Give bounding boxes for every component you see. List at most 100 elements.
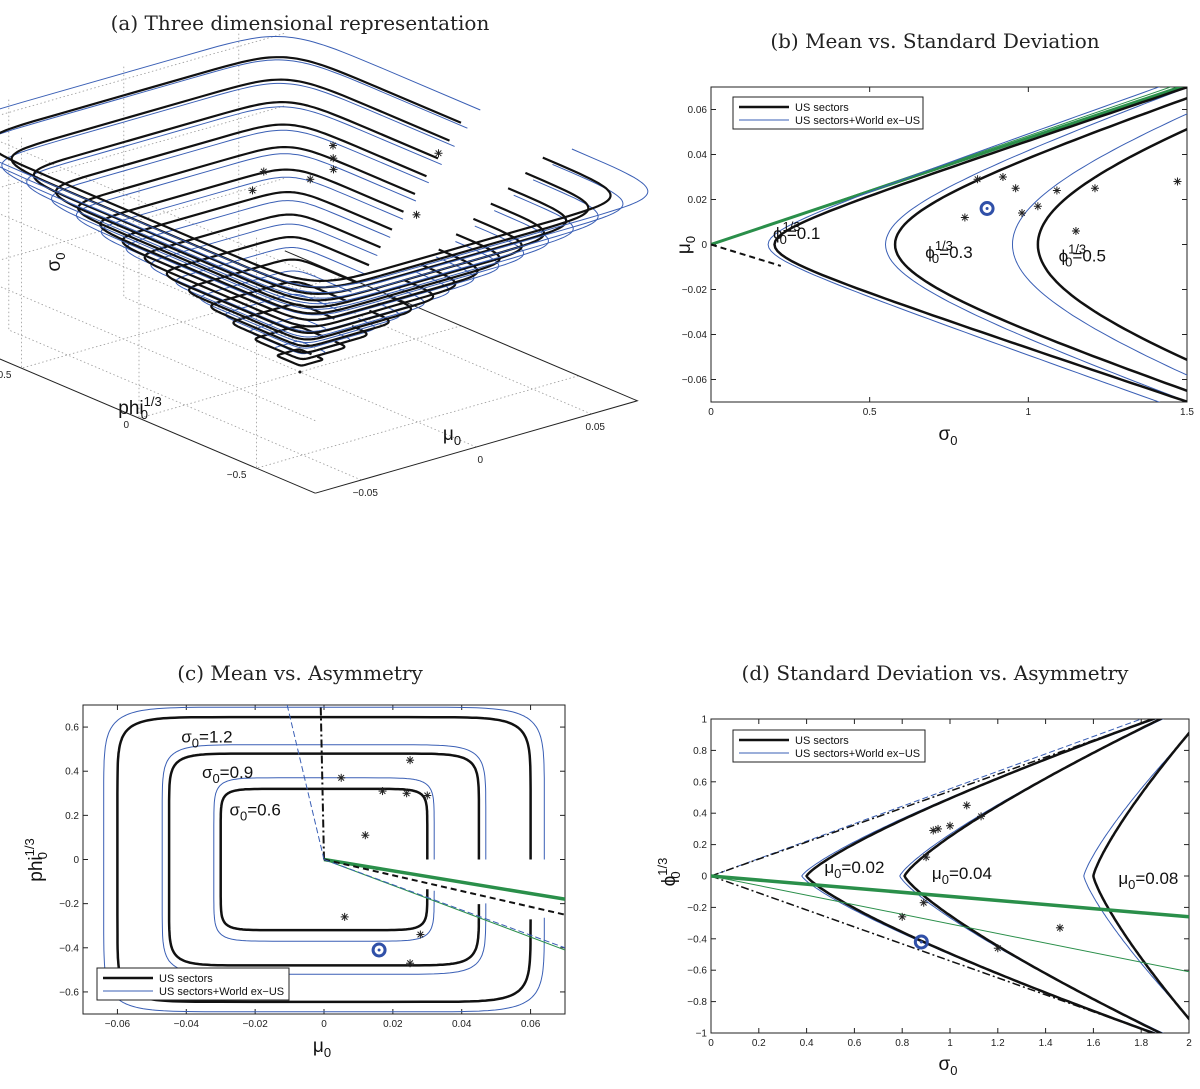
- sector-point: [259, 167, 268, 176]
- sector-point: [946, 821, 954, 830]
- y-tick-label: −1: [696, 1029, 708, 1040]
- ring-us: [188, 258, 412, 341]
- x-tick-label: 1: [1026, 407, 1032, 418]
- x-tick-label: 1: [947, 1038, 953, 1049]
- sector-point: [973, 175, 982, 184]
- x-tick-label: 1.5: [1180, 407, 1194, 418]
- contour-us-0.9: [167, 752, 481, 967]
- x-tick-label: −0.06: [105, 1019, 131, 1030]
- y-tick-label: −0.2: [59, 899, 79, 910]
- ring-world: [0, 36, 649, 288]
- curve-us-0.02: [805, 719, 1157, 1033]
- curve-label-0: ϕ1/3 0=0.1: [773, 219, 820, 247]
- curve-label-2: μ0=0.08: [1118, 869, 1178, 892]
- legend-entry-world: US sectors+World ex−US: [795, 115, 920, 127]
- x-tick-label: 2: [1186, 1038, 1192, 1049]
- sector-point: [416, 930, 425, 939]
- y-tick-label: −0.6: [687, 966, 707, 977]
- y-tick-label: 1: [701, 715, 707, 726]
- contour-label-2: σ0=0.6: [229, 800, 280, 823]
- curve-label-1: μ0=0.04: [932, 864, 992, 887]
- curve-world-2: [1011, 113, 1187, 376]
- contour-label-1: σ0=0.9: [202, 763, 253, 786]
- panel-c-mean-vs-asymmetry: −0.06 −0.04 −0.02 0 0.02 0.04 0.06 −0.6 −0.4 −0.2…: [22, 704, 566, 1060]
- lower-dashed: [711, 243, 782, 267]
- legend-entry-world: US sectors+World ex−US: [795, 748, 920, 760]
- y-tick-label: 0.6: [65, 723, 79, 734]
- ring-world: [0, 59, 624, 294]
- caption-d: (d) Standard Deviation vs. Asymmetry: [742, 661, 1130, 685]
- ring-us: [0, 56, 612, 283]
- sector-point: [329, 141, 337, 150]
- x-tick-label: 0.5: [863, 407, 877, 418]
- y-axis-label: μ0: [674, 236, 698, 254]
- x-tick-label: 0.6: [847, 1038, 861, 1049]
- legend-box: [732, 96, 924, 130]
- legend-box: [96, 967, 290, 1001]
- dashed-blue: [286, 705, 325, 860]
- sector-point: [434, 149, 443, 158]
- y-tick-label: −0.2: [687, 903, 707, 914]
- sector-point: [406, 756, 415, 765]
- sector-point: [1017, 209, 1026, 217]
- curve-us-0.04: [903, 719, 1164, 1033]
- panel-d-sd-vs-asymmetry: 0 0.2 0.4 0.6 0.8 1 1.2 1.4 1.6 1.8 2 −1 −0.8 −0.6 −0.…: [655, 715, 1192, 1079]
- contour-label-0: σ0=1.2: [181, 728, 232, 751]
- ring-us: [121, 191, 479, 321]
- y-tick-label: 0: [701, 240, 707, 251]
- curve-world-0: [767, 87, 1161, 402]
- y-tick-label: −0.06: [682, 375, 708, 386]
- contour-us-1.2: [116, 715, 532, 1004]
- grid-line: [0, 177, 316, 422]
- sector-point: [934, 824, 943, 833]
- green-thick: [323, 857, 565, 901]
- legend-entry-us: US sectors: [795, 102, 849, 114]
- curve-us-2: [1036, 127, 1187, 362]
- mu-tick-label: 0: [477, 455, 483, 466]
- curve-world-0.08: [1083, 733, 1189, 1019]
- y-tick-label: 0: [73, 855, 79, 866]
- y-tick-label: 0.02: [688, 195, 708, 206]
- panel-b-mean-vs-sd: 0 0.5 1 1.5 −0.06 −0.04 −0.02 0 0.02 0.04 0.06 ϕ1/3…: [674, 86, 1194, 448]
- origin-point: [298, 370, 302, 374]
- x-tick-label: 0.4: [800, 1038, 814, 1049]
- y-axis-label: phi1/30: [22, 838, 50, 881]
- curve-label-1: ϕ1/3 0=0.3: [925, 238, 972, 266]
- ring-us: [210, 280, 390, 348]
- upper-frontier-green: [711, 87, 1186, 246]
- plot-area: [710, 718, 1190, 1034]
- sector-point: [406, 959, 415, 968]
- ring-world: [75, 153, 525, 316]
- x-tick-label: 0.2: [752, 1038, 766, 1049]
- floor-axes: [284, 250, 639, 494]
- curve-label-2: ϕ1/3 0=0.5: [1059, 241, 1106, 269]
- contour-world-1.2: [103, 706, 545, 1013]
- caption-b: (b) Mean vs. Standard Deviation: [770, 29, 1099, 53]
- sector-point: [993, 944, 1002, 953]
- sector-point: [1071, 227, 1080, 235]
- sector-point: [919, 898, 928, 907]
- y-tick-label: 0.4: [65, 767, 79, 778]
- caption-c: (c) Mean vs. Asymmetry: [177, 661, 423, 685]
- contour-world-0.6: [213, 777, 435, 942]
- y-axis-label: ϕ1/30: [655, 858, 683, 887]
- sector-point: [898, 912, 907, 921]
- green-thin: [711, 875, 1189, 973]
- y-tick-label: −0.04: [682, 330, 708, 341]
- y-tick-label: 0.6: [693, 777, 707, 788]
- grid-line: [0, 32, 316, 277]
- sector-point: [329, 165, 338, 174]
- ring-us: [77, 146, 523, 308]
- sector-point: [423, 791, 432, 800]
- sector-point: [402, 789, 411, 798]
- plot-content: [711, 87, 1187, 402]
- phi-tick-label: −0.5: [227, 470, 247, 481]
- blue-dashed: [323, 859, 565, 949]
- sector-point: [1055, 923, 1064, 932]
- sector-point: [960, 213, 969, 222]
